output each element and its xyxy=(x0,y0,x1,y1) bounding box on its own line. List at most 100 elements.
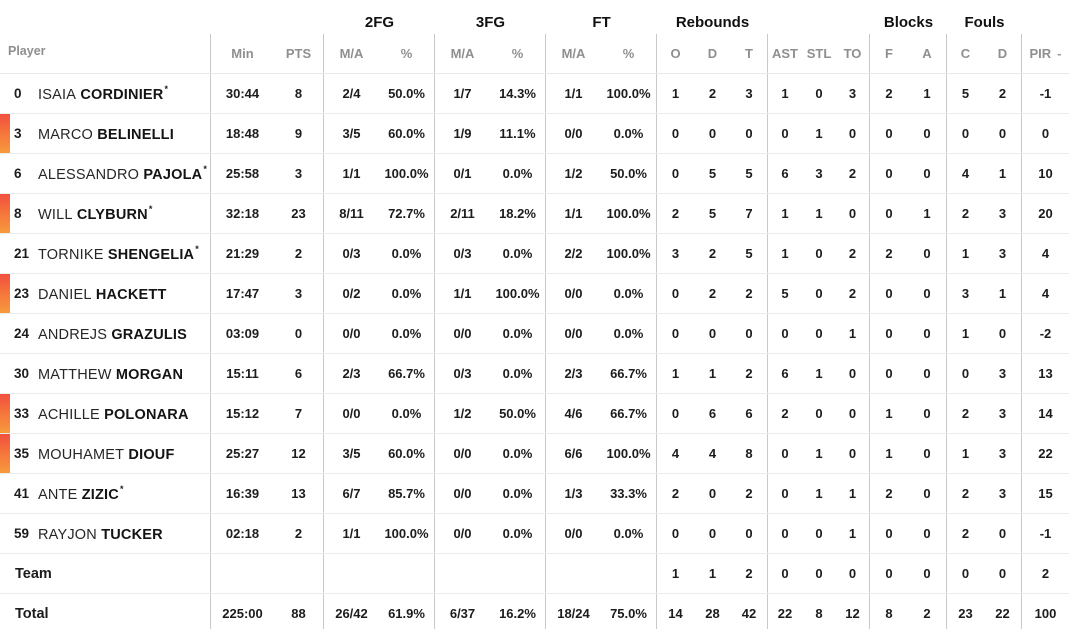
pir-cell: 14 xyxy=(1038,406,1053,421)
minutes-cell: 18:48 xyxy=(225,126,260,141)
ft-pct-cell: 0.0% xyxy=(601,274,657,313)
jersey-number: 21 xyxy=(14,246,30,261)
column-header-reb-t[interactable]: T xyxy=(731,34,768,73)
ft-pct-cell: 100.0% xyxy=(601,194,657,233)
row-label: Team xyxy=(15,565,52,582)
off-rebounds-cell: 1 xyxy=(671,366,680,381)
blocks-for-cell: 1 xyxy=(885,406,893,421)
column-header-pts[interactable]: PTS xyxy=(274,34,324,73)
3fg-pct-cell: 0.0% xyxy=(490,514,546,553)
column-header-3fg-ma[interactable]: M/A xyxy=(450,46,475,61)
player-name[interactable]: DANIEL HACKETT xyxy=(38,284,168,303)
blocks-against-cell: 0 xyxy=(908,314,947,353)
ft-pct-cell: 66.7% xyxy=(601,354,657,393)
blocks-for-cell: 1 xyxy=(885,446,893,461)
player-first-name: WILL xyxy=(38,207,73,223)
3fg-pct-cell: 18.2% xyxy=(490,194,546,233)
column-header-blk-f[interactable]: F xyxy=(885,46,893,61)
player-name[interactable]: ANDREJS GRAZULIS xyxy=(38,324,188,343)
2fg-pct-cell: 100.0% xyxy=(379,154,435,193)
ft-pct-cell: 66.7% xyxy=(601,394,657,433)
player-cell: Total xyxy=(0,594,211,629)
group-header-fouls: Fouls xyxy=(964,14,1005,31)
table-row[interactable]: Total 225:00 88 26/42 61.9% 6/37 16.2% 1… xyxy=(0,594,1069,629)
blocks-against-cell: 0 xyxy=(908,394,947,433)
table-row[interactable]: 0 ISAIA CORDINIER* 30:44 8 2/4 50.0% 1/7… xyxy=(0,74,1069,114)
player-name[interactable]: ANTE ZIZIC* xyxy=(38,484,124,503)
table-row[interactable]: 59 RAYJON TUCKER 02:18 2 1/1 100.0% 0/0 … xyxy=(0,514,1069,554)
2fg-pct-cell: 85.7% xyxy=(379,474,435,513)
off-rebounds-cell: 0 xyxy=(671,326,680,341)
table-row[interactable]: Team 1 1 2 0 0 0 0 0 0 0 2 xyxy=(0,554,1069,594)
fouls-drawn-cell: 3 xyxy=(984,234,1022,273)
player-name[interactable]: ISAIA CORDINIER* xyxy=(38,84,168,103)
column-header-reb-d[interactable]: D xyxy=(707,46,718,61)
column-header-to[interactable]: TO xyxy=(836,34,870,73)
table-row[interactable]: 23 DANIEL HACKETT 17:47 3 0/2 0.0% 1/1 1… xyxy=(0,274,1069,314)
ft-pct-cell: 0.0% xyxy=(601,514,657,553)
3fg-pct-cell: 14.3% xyxy=(490,74,546,113)
column-header-foul-c[interactable]: C xyxy=(960,46,971,61)
table-row[interactable]: 30 MATTHEW MORGAN 15:11 6 2/3 66.7% 0/3 … xyxy=(0,354,1069,394)
player-name[interactable]: MOUHAMET DIOUF xyxy=(38,444,176,463)
points-cell: 7 xyxy=(274,394,324,433)
column-header-ast[interactable]: AST xyxy=(772,46,798,61)
column-header-blk-a[interactable]: A xyxy=(908,34,947,73)
ft-made-att-cell: 0/0 xyxy=(564,326,583,341)
off-rebounds-cell: 0 xyxy=(671,526,680,541)
jersey-number: 59 xyxy=(14,526,30,541)
player-first-name: DANIEL xyxy=(38,287,92,303)
player-name[interactable]: MATTHEW MORGAN xyxy=(38,364,184,383)
jersey-number: 41 xyxy=(14,486,30,501)
table-row[interactable]: 8 WILL CLYBURN* 32:18 23 8/11 72.7% 2/11… xyxy=(0,194,1069,234)
player-name[interactable]: WILL CLYBURN* xyxy=(38,204,153,223)
column-header-row: Player Min PTS M/A % M/A % M/A % O D T A… xyxy=(0,34,1069,74)
column-header-2fg-pct[interactable]: % xyxy=(379,34,435,73)
table-row[interactable]: 6 ALESSANDRO PAJOLA* 25:58 3 1/1 100.0% … xyxy=(0,154,1069,194)
pir-sort-indicator[interactable]: - xyxy=(1057,46,1062,61)
starter-asterisk: * xyxy=(148,204,153,214)
table-row[interactable]: 33 ACHILLE POLONARA 15:12 7 0/0 0.0% 1/2… xyxy=(0,394,1069,434)
minutes-cell xyxy=(211,554,274,593)
def-rebounds-cell: 2 xyxy=(708,246,717,261)
pir-cell: 22 xyxy=(1038,446,1053,461)
blocks-for-cell: 2 xyxy=(885,246,893,261)
player-name[interactable]: MARCO BELINELLI xyxy=(38,124,175,143)
column-header-pir[interactable]: PIR - xyxy=(1022,34,1069,73)
column-header-min[interactable]: Min xyxy=(231,46,254,61)
table-row[interactable]: 41 ANTE ZIZIC* 16:39 13 6/7 85.7% 0/0 0.… xyxy=(0,474,1069,514)
blocks-against-cell: 1 xyxy=(908,194,947,233)
player-last-name: TUCKER xyxy=(101,527,163,543)
assists-cell: 6 xyxy=(781,366,789,381)
blocks-against-cell: 0 xyxy=(908,474,947,513)
minutes-cell: 17:47 xyxy=(225,286,260,301)
table-row[interactable]: 21 TORNIKE SHENGELIA* 21:29 2 0/3 0.0% 0… xyxy=(0,234,1069,274)
table-row[interactable]: 35 MOUHAMET DIOUF 25:27 12 3/5 60.0% 0/0… xyxy=(0,434,1069,474)
fouls-drawn-cell: 0 xyxy=(984,514,1022,553)
player-name[interactable]: TORNIKE SHENGELIA* xyxy=(38,244,199,263)
3fg-made-att-cell: 0/3 xyxy=(453,366,472,381)
player-name[interactable]: RAYJON TUCKER xyxy=(38,524,164,543)
table-row[interactable]: 3 MARCO BELINELLI 18:48 9 3/5 60.0% 1/9 … xyxy=(0,114,1069,154)
player-name[interactable]: ALESSANDRO PAJOLA* xyxy=(38,164,207,183)
fouls-committed-cell: 2 xyxy=(961,526,970,541)
column-header-foul-d[interactable]: D xyxy=(984,34,1022,73)
column-header-2fg-ma[interactable]: M/A xyxy=(339,46,364,61)
tot-rebounds-cell: 6 xyxy=(731,394,768,433)
on-court-indicator xyxy=(0,434,10,473)
2fg-made-att-cell: 8/11 xyxy=(339,206,364,221)
column-header-ft-pct[interactable]: % xyxy=(601,34,657,73)
column-header-reb-o[interactable]: O xyxy=(670,46,681,61)
table-row[interactable]: 24 ANDREJS GRAZULIS 03:09 0 0/0 0.0% 0/0… xyxy=(0,314,1069,354)
off-rebounds-cell: 3 xyxy=(671,246,680,261)
column-header-3fg-pct[interactable]: % xyxy=(490,34,546,73)
ft-made-att-cell: 0/0 xyxy=(564,526,583,541)
turnovers-cell: 12 xyxy=(836,594,870,629)
3fg-made-att-cell: 1/1 xyxy=(453,286,472,301)
player-last-name: CLYBURN xyxy=(76,207,148,223)
ft-made-att-cell: 2/2 xyxy=(564,246,583,261)
player-name[interactable]: ACHILLE POLONARA xyxy=(38,404,190,423)
fouls-drawn-cell: 2 xyxy=(984,74,1022,113)
column-header-ft-ma[interactable]: M/A xyxy=(561,46,586,61)
column-header-stl[interactable]: STL xyxy=(806,46,832,61)
